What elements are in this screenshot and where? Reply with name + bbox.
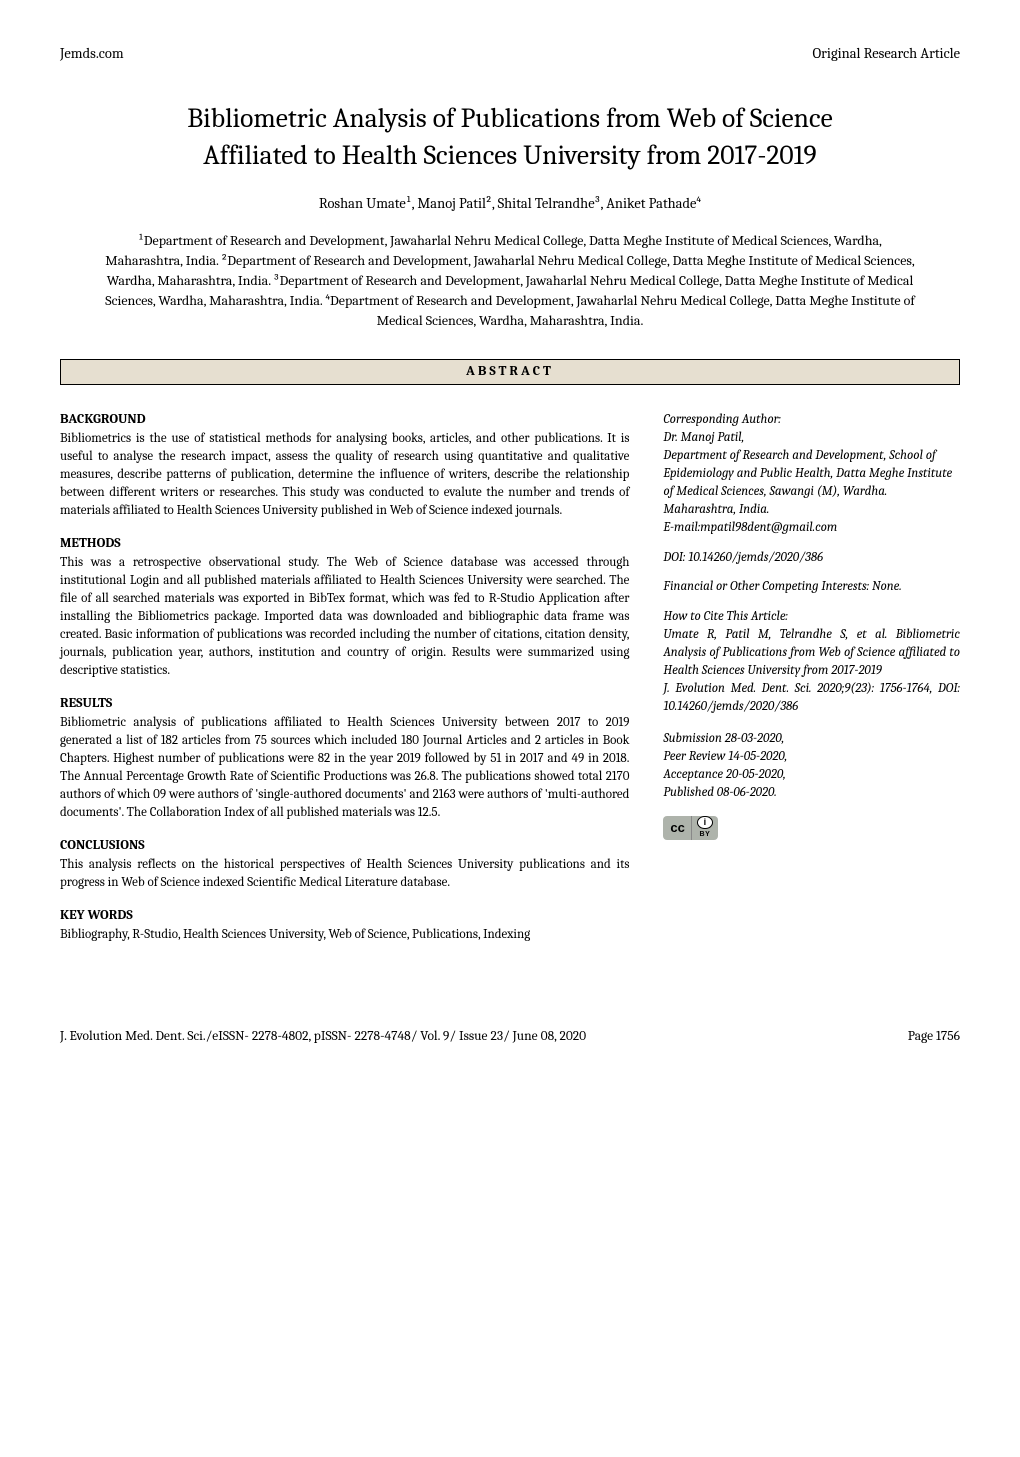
abstract-column: BACKGROUND Bibliometrics is the use of s…: [60, 411, 629, 946]
footer-page-number: Page 1756: [908, 1028, 960, 1046]
background-text: Bibliometrics is the use of statistical …: [60, 430, 629, 520]
conclusions-heading: CONCLUSIONS: [60, 837, 629, 855]
title-line-2: Affiliated to Health Sciences University…: [203, 139, 816, 171]
cc-by-icon: i BY: [691, 816, 718, 840]
affiliations: ¹Department of Research and Development,…: [100, 231, 920, 330]
cite-body-2: J. Evolution Med. Dent. Sci. 2020;9(23):…: [663, 680, 960, 716]
page-footer: J. Evolution Med. Dent. Sci./eISSN- 2278…: [60, 1028, 960, 1046]
methods-text: This was a retrospective observational s…: [60, 554, 629, 680]
two-column-layout: BACKGROUND Bibliometrics is the use of s…: [60, 411, 960, 946]
competing-interests: Financial or Other Competing Interests: …: [663, 578, 960, 596]
date-acceptance: Acceptance 20-05-2020,: [663, 766, 960, 784]
author-list: Roshan Umate¹, Manoj Patil², Shital Telr…: [60, 194, 960, 214]
running-header: Jemds.com Original Research Article: [60, 44, 960, 64]
corresponding-author-block: Corresponding Author: Dr. Manoj Patil, D…: [663, 411, 960, 596]
citation-block: How to Cite This Article: Umate R, Patil…: [663, 608, 960, 716]
title-line-1: Bibliometric Analysis of Publications fr…: [187, 102, 832, 134]
results-heading: RESULTS: [60, 695, 629, 713]
corresponding-author-address: Department of Research and Development, …: [663, 448, 952, 517]
date-submission: Submission 28-03-2020,: [663, 730, 960, 748]
cite-body-1: Umate R, Patil M, Telrandhe S, et al. Bi…: [663, 626, 960, 680]
date-peer-review: Peer Review 14-05-2020,: [663, 748, 960, 766]
corresponding-author-label: Corresponding Author:: [663, 412, 780, 427]
cc-license-badge: cc i BY: [663, 816, 717, 840]
corresponding-author-email: E-mail:mpatil98dent@gmail.com: [663, 520, 837, 535]
date-published: Published 08-06-2020.: [663, 784, 960, 802]
title-block: Bibliometric Analysis of Publications fr…: [60, 100, 960, 174]
footer-journal-info: J. Evolution Med. Dent. Sci./eISSN- 2278…: [60, 1028, 586, 1046]
background-heading: BACKGROUND: [60, 411, 629, 429]
article-title: Bibliometric Analysis of Publications fr…: [60, 100, 960, 174]
cc-by-label: BY: [700, 830, 711, 839]
header-article-type: Original Research Article: [813, 44, 961, 64]
abstract-heading-bar: ABSTRACT: [60, 359, 960, 385]
corresponding-author-name: Dr. Manoj Patil,: [663, 430, 744, 445]
article-dates: Submission 28-03-2020, Peer Review 14-05…: [663, 730, 960, 802]
sidebar-column: Corresponding Author: Dr. Manoj Patil, D…: [663, 411, 960, 840]
attribution-icon: i: [697, 816, 713, 830]
methods-heading: METHODS: [60, 535, 629, 553]
cite-label: How to Cite This Article:: [663, 608, 960, 626]
doi-text: DOI: 10.14260/jemds/2020/386: [663, 549, 960, 567]
conclusions-text: This analysis reflects on the historical…: [60, 856, 629, 892]
header-site: Jemds.com: [60, 44, 124, 64]
cc-icon: cc: [663, 816, 690, 840]
results-text: Bibliometric analysis of publications af…: [60, 714, 629, 822]
keywords-text: Bibliography, R-Studio, Health Sciences …: [60, 926, 629, 944]
keywords-heading: KEY WORDS: [60, 907, 629, 925]
